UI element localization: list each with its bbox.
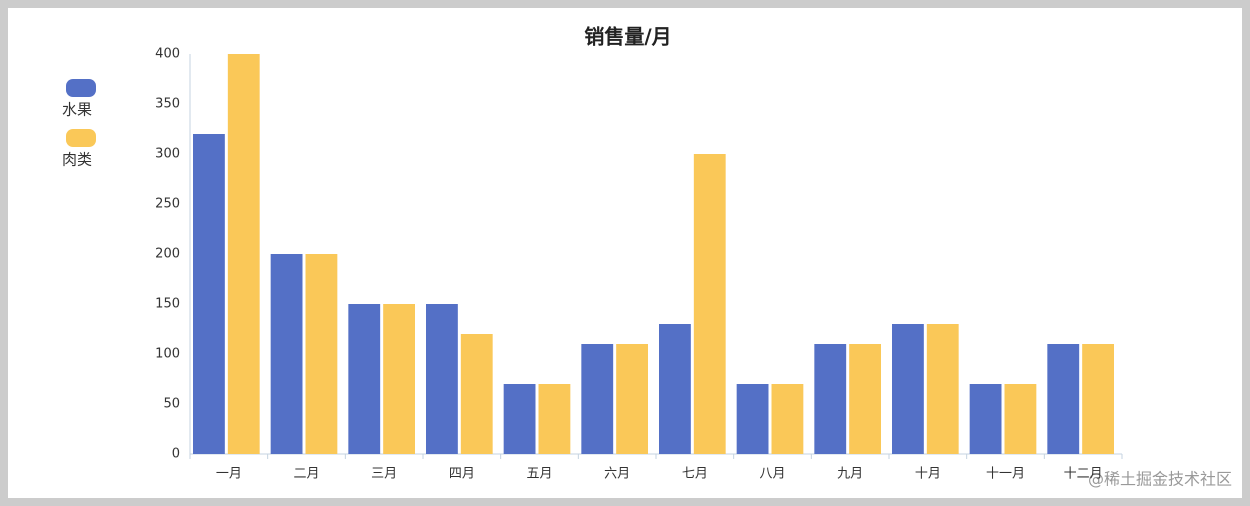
y-tick-label: 200 bbox=[155, 247, 180, 262]
bar bbox=[383, 304, 415, 454]
bar bbox=[193, 134, 225, 454]
x-tick-label: 七月 bbox=[682, 467, 708, 482]
bar bbox=[771, 384, 804, 454]
x-tick-label: 十二月 bbox=[1064, 467, 1103, 482]
x-tick-label: 九月 bbox=[837, 467, 863, 482]
x-tick-label: 十月 bbox=[915, 467, 941, 482]
bar bbox=[892, 324, 924, 454]
y-tick-label: 0 bbox=[172, 447, 180, 462]
bar bbox=[616, 344, 648, 454]
bar bbox=[503, 384, 536, 454]
x-tick-label: 八月 bbox=[759, 467, 785, 482]
x-tick-label: 十一月 bbox=[986, 467, 1025, 482]
bar bbox=[1047, 344, 1080, 454]
bar bbox=[460, 334, 493, 454]
x-tick-label: 四月 bbox=[449, 467, 475, 482]
legend-swatch bbox=[66, 129, 96, 147]
chart-title: 销售量/月 bbox=[584, 25, 671, 49]
bar bbox=[1004, 384, 1037, 454]
y-tick-label: 400 bbox=[155, 47, 180, 62]
bar bbox=[693, 154, 726, 454]
x-tick-label: 五月 bbox=[526, 467, 552, 482]
y-tick-label: 50 bbox=[163, 397, 180, 412]
y-tick-label: 350 bbox=[155, 97, 180, 112]
legend-label: 肉类 bbox=[62, 151, 92, 169]
bar bbox=[270, 254, 303, 454]
legend-label: 水果 bbox=[62, 101, 92, 119]
bar bbox=[659, 324, 691, 454]
x-tick-label: 六月 bbox=[604, 467, 630, 482]
x-tick-label: 一月 bbox=[216, 467, 242, 482]
bar bbox=[426, 304, 458, 454]
bar bbox=[926, 324, 959, 454]
watermark: @稀土掘金技术社区 bbox=[1088, 470, 1232, 489]
x-tick-label: 二月 bbox=[293, 467, 319, 482]
bar bbox=[581, 344, 614, 454]
y-tick-label: 100 bbox=[155, 347, 180, 362]
y-tick-label: 150 bbox=[155, 297, 180, 312]
x-tick-label: 三月 bbox=[371, 467, 397, 482]
y-tick-label: 300 bbox=[155, 147, 180, 162]
bar bbox=[305, 254, 338, 454]
bar bbox=[348, 304, 381, 454]
y-tick-label: 250 bbox=[155, 197, 180, 212]
bar bbox=[1082, 344, 1114, 454]
bar bbox=[538, 384, 571, 454]
bar bbox=[736, 384, 769, 454]
bar bbox=[814, 344, 847, 454]
bar bbox=[849, 344, 881, 454]
legend-swatch bbox=[66, 79, 96, 97]
bar bbox=[227, 54, 260, 454]
bar bbox=[969, 384, 1002, 454]
